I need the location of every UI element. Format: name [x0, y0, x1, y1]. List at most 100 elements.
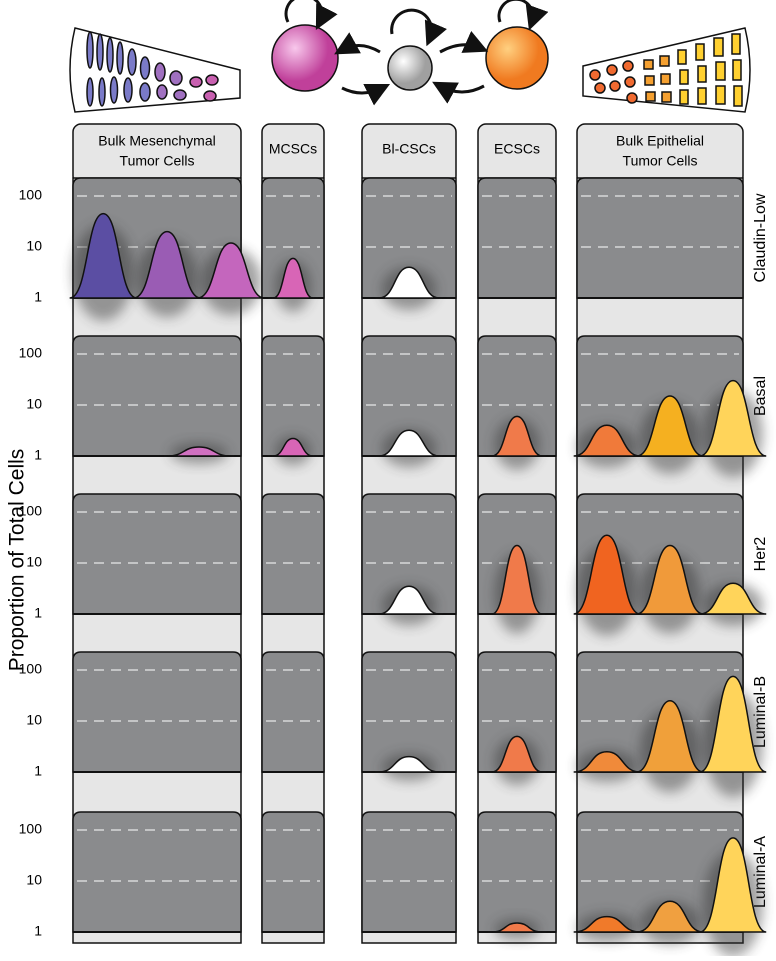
y-tick-label: 10	[26, 554, 42, 570]
peak	[573, 915, 641, 933]
panel	[361, 493, 457, 626]
panel-bg	[576, 335, 744, 457]
panel	[361, 651, 457, 782]
y-tick-label: 1	[34, 763, 42, 779]
panel	[361, 177, 457, 311]
panel-bg	[361, 651, 457, 773]
panel-bg	[72, 335, 242, 457]
panel	[72, 493, 242, 615]
panel-bg	[72, 651, 242, 773]
panel	[261, 811, 325, 933]
panel	[477, 493, 557, 634]
panel-bg	[361, 177, 457, 299]
column-title: Bulk Mesenchymal	[98, 133, 216, 149]
panel-bg	[576, 177, 744, 299]
peak	[636, 395, 704, 457]
y-tick-label: 100	[19, 503, 43, 519]
panel	[69, 177, 265, 321]
peak	[699, 837, 767, 933]
row-label: Claudin-Low	[752, 193, 769, 282]
peak	[378, 585, 440, 615]
panel	[573, 811, 767, 957]
peak	[573, 424, 641, 457]
panel-bg	[477, 651, 557, 773]
peak	[378, 429, 440, 457]
y-tick-label: 10	[26, 712, 42, 728]
column-title: Bulk Epithelial	[616, 133, 704, 149]
panel	[72, 651, 242, 773]
icons	[69, 0, 751, 113]
panel-bg	[576, 811, 744, 933]
panel	[261, 493, 325, 615]
y-tick-label: 100	[19, 661, 43, 677]
panel	[477, 651, 557, 786]
y-tick-label: 1	[34, 447, 42, 463]
peak	[166, 446, 232, 457]
peak	[491, 735, 543, 773]
peak	[378, 755, 440, 773]
peak	[699, 379, 767, 457]
column-title: MCSCs	[269, 141, 317, 157]
peak	[573, 750, 641, 773]
y-tick-label: 10	[26, 238, 42, 254]
panel	[261, 177, 325, 312]
panel-bg	[261, 493, 325, 615]
panel	[72, 811, 242, 933]
y-tick-label: 10	[26, 396, 42, 412]
peak	[378, 266, 440, 299]
peak	[699, 675, 767, 773]
panel	[477, 177, 557, 299]
panel-bg	[261, 335, 325, 457]
row-label: Basal	[752, 376, 769, 416]
panel	[261, 651, 325, 773]
panel-bg	[477, 811, 557, 933]
peak	[197, 242, 265, 299]
y-tick-label: 1	[34, 605, 42, 621]
peak	[699, 582, 767, 615]
peak	[491, 415, 543, 457]
peak	[636, 699, 704, 773]
panel	[361, 811, 457, 933]
column-title: Tumor Cells	[623, 153, 698, 169]
y-tick-label: 100	[19, 345, 43, 361]
peak	[573, 534, 641, 615]
column-title: Tumor Cells	[120, 153, 195, 169]
panel	[261, 335, 325, 466]
panel-bg	[477, 177, 557, 299]
panel	[477, 335, 557, 470]
panel	[477, 811, 557, 940]
panel	[72, 335, 242, 464]
peak	[133, 230, 201, 299]
y-tick-label: 10	[26, 872, 42, 888]
column-title: Bl-CSCs	[382, 141, 436, 157]
panel-bg	[261, 177, 325, 299]
peak	[273, 437, 313, 457]
peak	[272, 257, 314, 299]
panel-bg	[261, 651, 325, 773]
panel	[573, 493, 767, 636]
y-tick-label: 100	[19, 187, 43, 203]
peak	[492, 922, 542, 933]
y-tick-label: 1	[34, 289, 42, 305]
panel-bg	[361, 493, 457, 615]
panel-bg	[261, 811, 325, 933]
panel	[573, 335, 767, 478]
row-label: Her2	[752, 537, 769, 572]
panel	[576, 177, 744, 299]
y-tick-label: 100	[19, 821, 43, 837]
panel-bg	[361, 811, 457, 933]
panel-bg	[72, 493, 242, 615]
y-tick-label: 1	[34, 923, 42, 939]
y-axis-label: Proportion of Total Cells	[6, 449, 29, 672]
peak	[69, 212, 138, 299]
panel-bg	[72, 811, 242, 933]
peak	[491, 544, 543, 615]
panel	[361, 335, 457, 468]
panel-bg	[477, 335, 557, 457]
peak	[636, 900, 704, 933]
panel-bg	[361, 335, 457, 457]
column-title: ECSCs	[494, 141, 540, 157]
peak	[636, 544, 704, 615]
panel	[573, 651, 767, 798]
